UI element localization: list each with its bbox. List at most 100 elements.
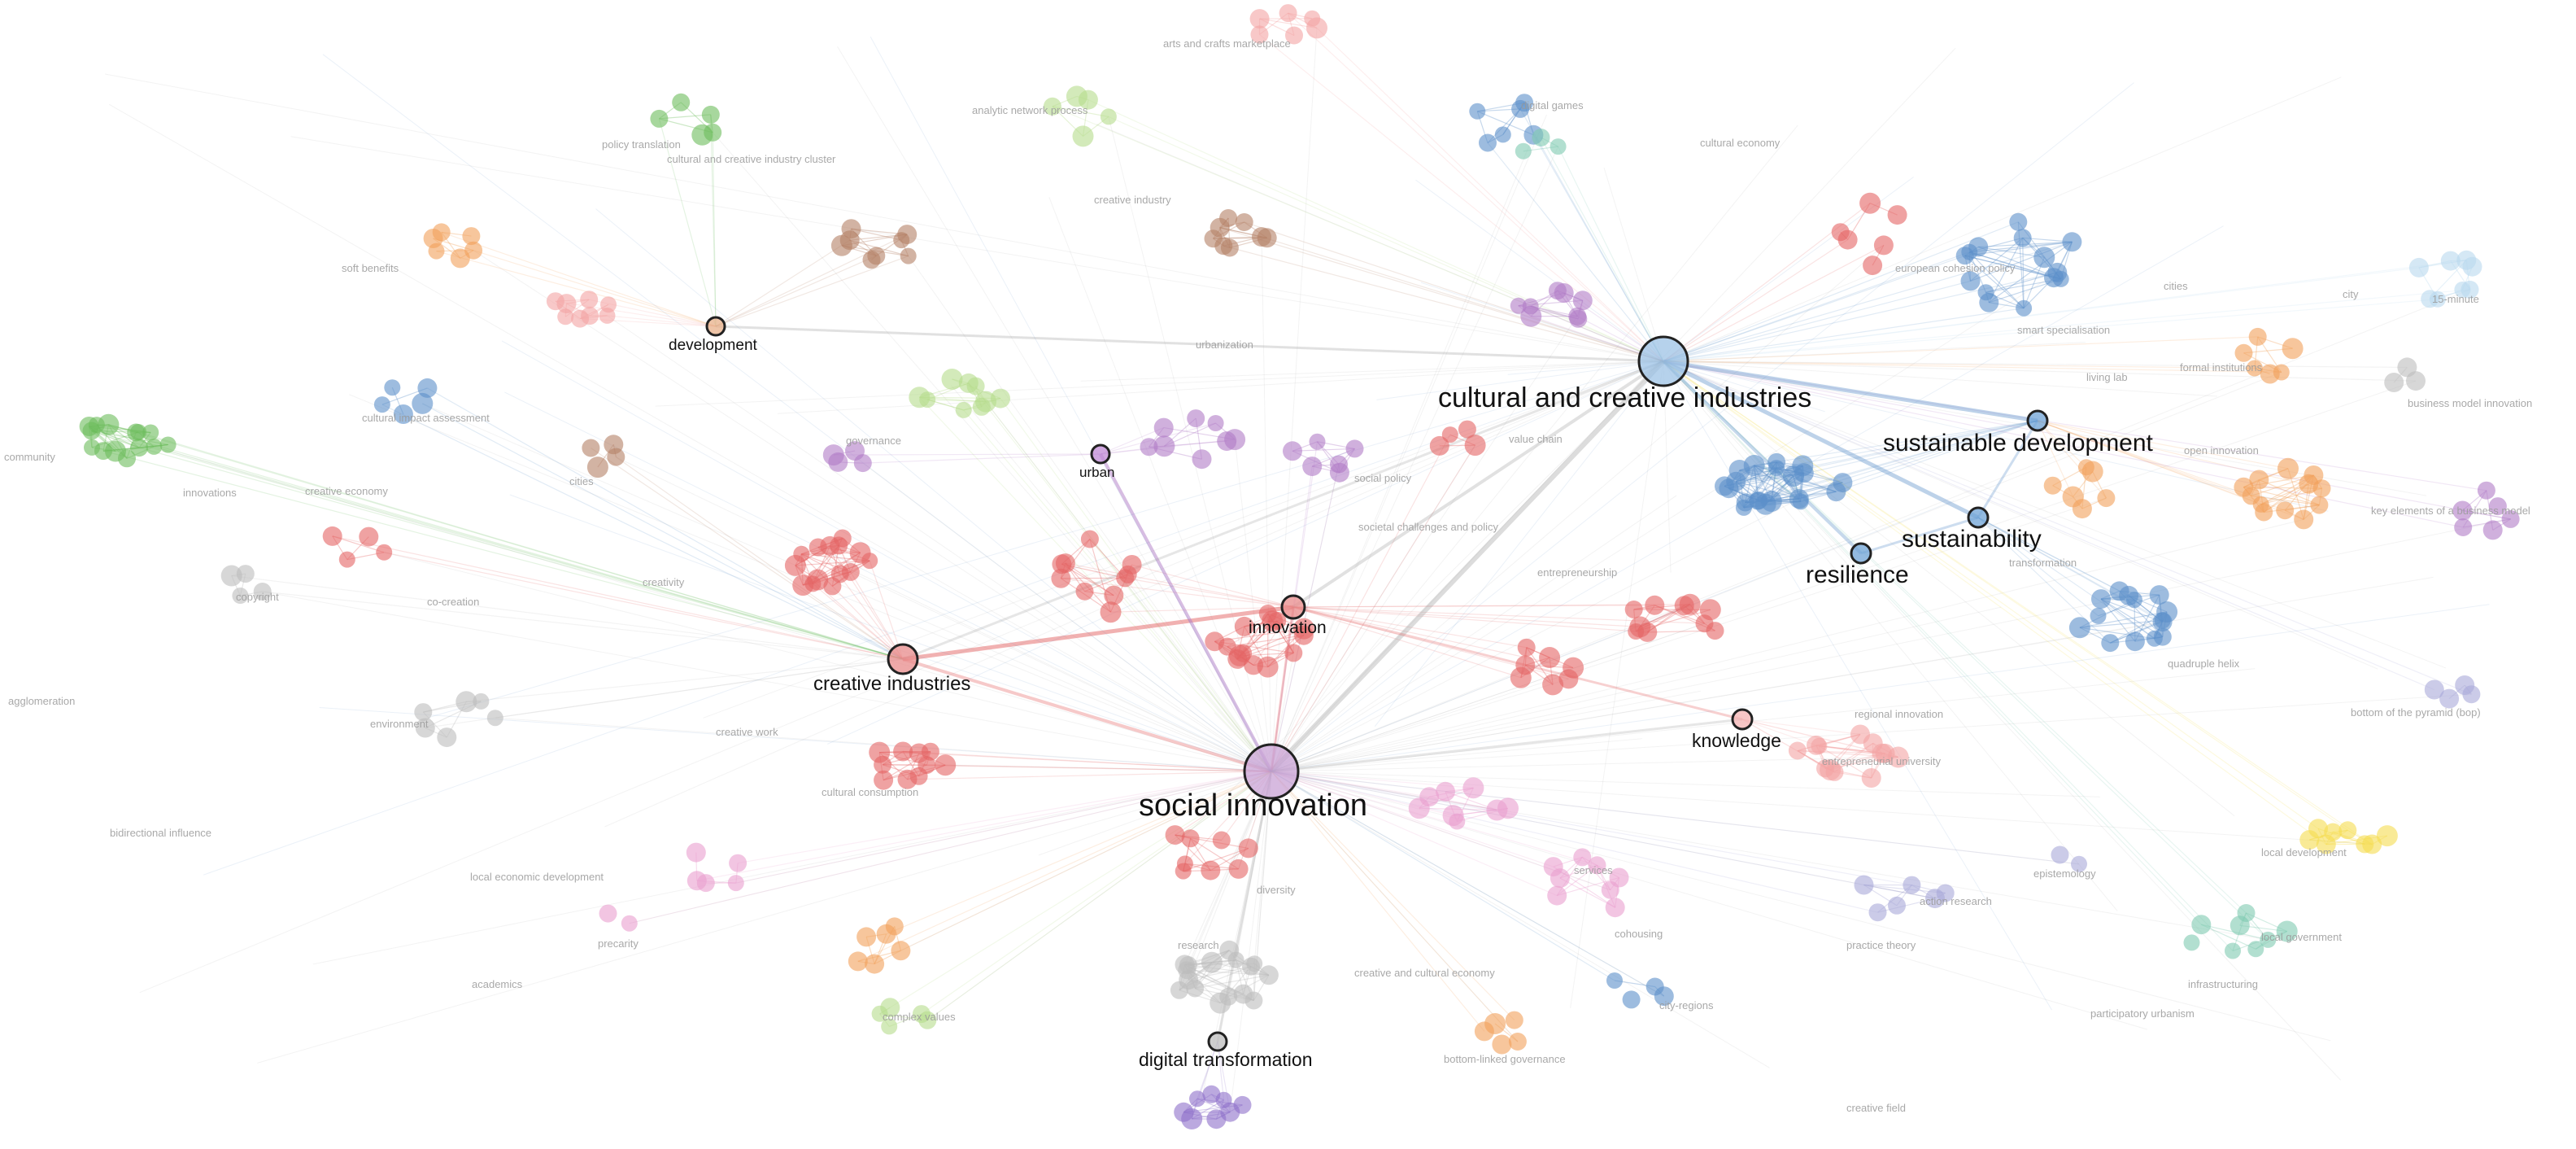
cluster-node[interactable] [1118,565,1137,583]
cluster-node[interactable] [599,904,617,923]
cluster-node[interactable] [1285,26,1303,45]
cluster-node[interactable] [2013,229,2032,247]
cluster-node[interactable] [2246,360,2263,377]
cluster-node[interactable] [359,526,379,547]
cluster-node[interactable] [2338,821,2357,840]
cluster-node[interactable] [869,741,891,763]
cluster-node[interactable] [1100,108,1117,125]
cluster-node[interactable] [1977,284,1994,301]
cluster-node[interactable] [1510,297,1527,314]
cluster-node[interactable] [2277,457,2299,479]
hub-node[interactable] [2026,409,2049,432]
cluster-node[interactable] [1622,990,1641,1009]
cluster-node[interactable] [2146,630,2163,647]
hub-node[interactable] [887,643,919,675]
cluster-node[interactable] [1212,831,1231,850]
cluster-node[interactable] [1573,848,1592,867]
cluster-node[interactable] [604,435,624,455]
cluster-node[interactable] [2384,373,2404,392]
cluster-node[interactable] [1768,460,1785,477]
cluster-node[interactable] [432,223,451,242]
cluster-node[interactable] [1219,209,1238,227]
cluster-node[interactable] [1279,4,1297,23]
cluster-node[interactable] [1051,568,1071,588]
cluster-node[interactable] [580,291,599,309]
cluster-node[interactable] [1442,805,1464,827]
cluster-node[interactable] [1743,455,1765,476]
cluster-node[interactable] [1479,133,1497,152]
cluster-node[interactable] [966,377,985,395]
cluster-node[interactable] [2091,589,2111,609]
cluster-node[interactable] [1153,417,1174,438]
cluster-node[interactable] [2488,497,2507,516]
cluster-node[interactable] [338,551,355,568]
cluster-node[interactable] [686,842,706,863]
cluster-node[interactable] [2454,282,2471,298]
cluster-node[interactable] [1462,777,1484,799]
cluster-node[interactable] [991,388,1010,408]
cluster-node[interactable] [727,875,744,892]
cluster-node[interactable] [2249,470,2269,490]
cluster-node[interactable] [1201,860,1221,880]
cluster-node[interactable] [1936,884,1955,902]
cluster-node[interactable] [941,369,963,390]
hub-node[interactable] [1207,1031,1228,1052]
cluster-node[interactable] [867,247,886,265]
cluster-node[interactable] [729,854,748,872]
cluster-node[interactable] [1234,616,1254,636]
cluster-node[interactable] [1515,655,1536,675]
cluster-node[interactable] [2501,509,2520,528]
cluster-node[interactable] [686,871,707,891]
cluster-node[interactable] [1505,1011,1523,1029]
cluster-node[interactable] [384,379,401,396]
cluster-node[interactable] [2183,934,2200,951]
cluster-node[interactable] [2462,256,2482,277]
cluster-node[interactable] [1429,435,1449,456]
cluster-node[interactable] [1868,903,1887,922]
cluster-node[interactable] [1820,759,1842,781]
cluster-node[interactable] [486,710,503,727]
cluster-node[interactable] [1257,228,1277,248]
cluster-node[interactable] [1960,271,1981,291]
cluster-node[interactable] [1075,582,1094,601]
cluster-node[interactable] [1679,593,1701,615]
cluster-node[interactable] [2421,290,2439,308]
cluster-node[interactable] [373,396,390,413]
cluster-node[interactable] [98,413,120,435]
cluster-node[interactable] [232,588,249,604]
cluster-node[interactable] [1233,984,1253,1004]
cluster-node[interactable] [220,565,242,587]
cluster-node[interactable] [1235,213,1253,231]
cluster-node[interactable] [1104,585,1124,605]
cluster-node[interactable] [1469,103,1486,120]
cluster-node[interactable] [1246,955,1263,972]
cluster-node[interactable] [1464,435,1486,457]
cluster-node[interactable] [236,565,255,583]
cluster-node[interactable] [1283,441,1302,461]
cluster-node[interactable] [2225,942,2241,959]
cluster-node[interactable] [1181,829,1200,848]
cluster-node[interactable] [1258,965,1279,985]
cluster-node[interactable] [1645,595,1665,615]
cluster-node[interactable] [849,542,871,564]
cluster-node[interactable] [1494,126,1511,143]
cluster-node[interactable] [1293,625,1314,645]
cluster-node[interactable] [1238,838,1258,858]
hub-node[interactable] [1637,335,1689,387]
cluster-node[interactable] [142,424,159,441]
cluster-node[interactable] [1419,787,1440,807]
cluster-node[interactable] [159,436,177,453]
cluster-node[interactable] [2324,823,2343,841]
cluster-node[interactable] [2356,835,2374,854]
cluster-node[interactable] [1645,977,1664,996]
cluster-node[interactable] [1569,309,1588,328]
cluster-node[interactable] [2260,931,2277,948]
cluster-node[interactable] [1831,223,1850,242]
cluster-node[interactable] [1872,743,1892,763]
cluster-node[interactable] [2097,489,2116,508]
cluster-node[interactable] [2234,343,2253,362]
cluster-node[interactable] [891,941,911,961]
cluster-node[interactable] [1228,858,1249,879]
cluster-node[interactable] [2477,481,2495,500]
cluster-node[interactable] [2299,474,2319,494]
